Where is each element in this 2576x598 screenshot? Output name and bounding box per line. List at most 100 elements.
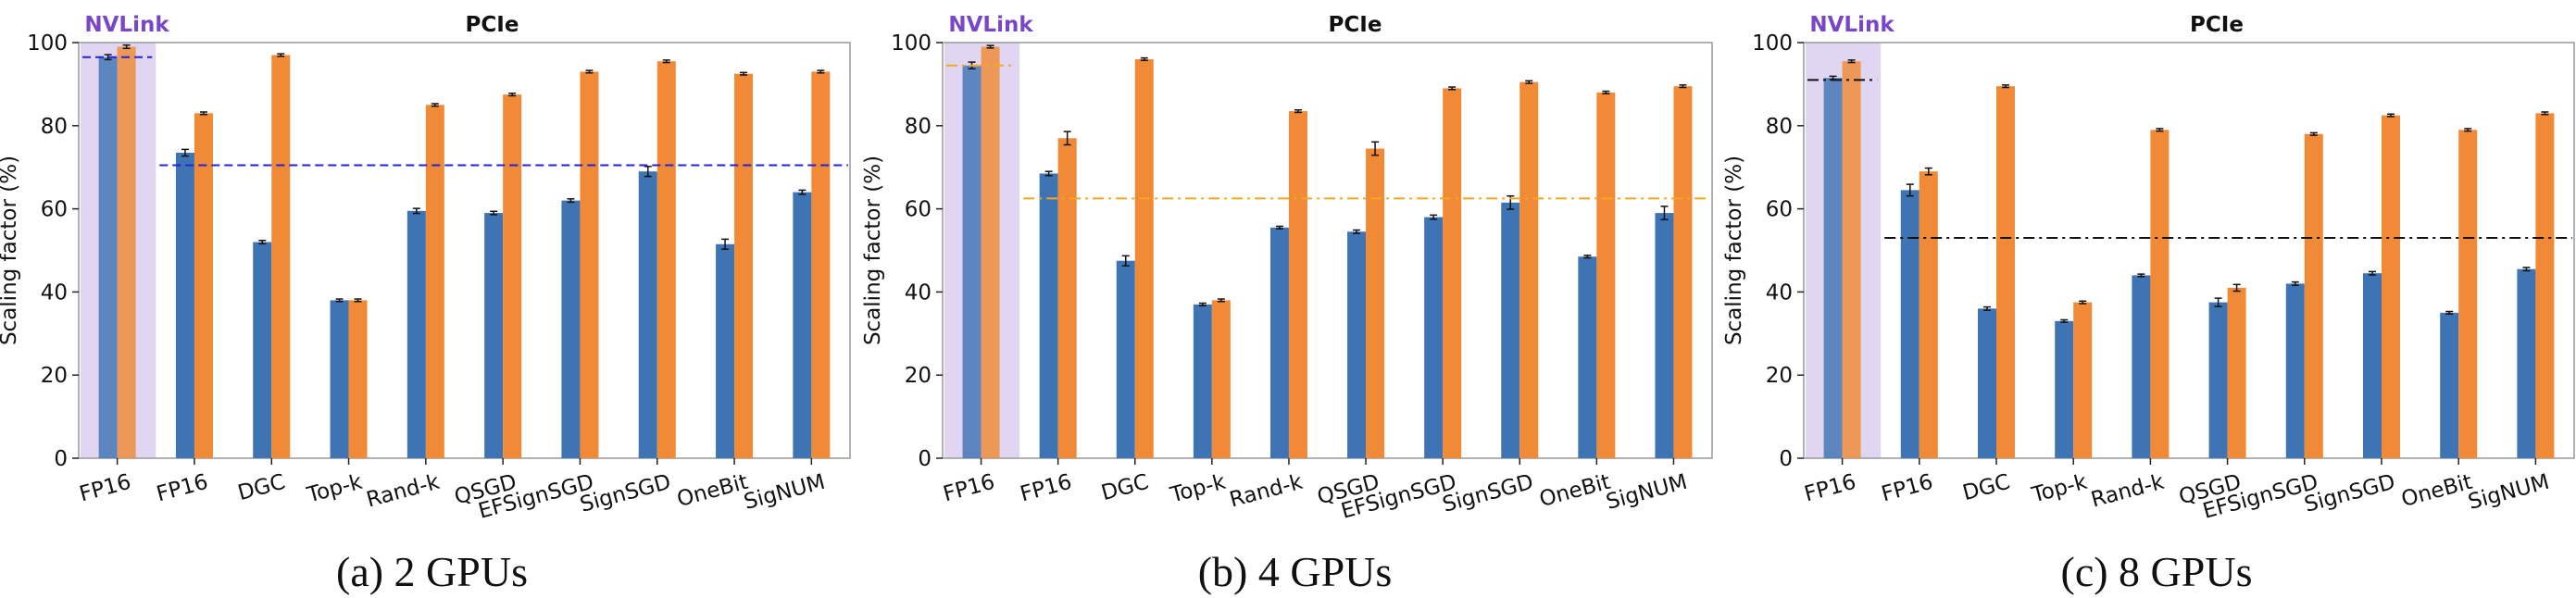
subfigure-caption: (c) 8 GPUs [2061, 548, 2253, 595]
x-tick-label: FP16 [941, 470, 997, 507]
y-tick-label: 40 [905, 280, 932, 305]
bar-series-1 [406, 210, 426, 458]
bar-series-1 [1501, 202, 1520, 459]
bar-series-2 [117, 46, 136, 459]
chart-panel-3: 0 20 40 60 80 100 Scaling factor (%) NVLink PCIe… [1722, 13, 2575, 595]
y-tick-label: 60 [41, 198, 68, 222]
x-tick-label: SigNUM [2466, 470, 2552, 515]
bar-series-2 [194, 113, 213, 458]
bar-series-1 [1116, 260, 1135, 458]
plot-frame [1803, 42, 2575, 459]
bar-series-2 [1596, 92, 1616, 458]
pcie-label: PCIe [466, 13, 519, 37]
bar-series-2 [348, 300, 368, 458]
x-tick-label: Top-k [2029, 470, 2091, 508]
bar-series-2 [2535, 113, 2555, 458]
y-tick-label: 80 [1766, 115, 1793, 139]
bar-series-2 [2227, 287, 2246, 458]
bar-series-2 [1996, 86, 2015, 459]
bar-series-1 [716, 243, 735, 458]
y-axis-label: Scaling factor (%) [0, 156, 21, 345]
bar-series-1 [1269, 227, 1289, 458]
bar-series-2 [2150, 130, 2170, 459]
bar-series-2 [657, 61, 676, 458]
y-tick-label: 20 [41, 364, 68, 388]
bar-series-1 [2440, 312, 2459, 458]
x-tick-label: OneBit [675, 470, 751, 512]
bar-series-1 [330, 300, 349, 458]
bar-series-1 [793, 192, 812, 458]
x-tick-label: Rand-k [1227, 470, 1306, 513]
bar-series-1 [1193, 304, 1212, 458]
x-tick-label: OneBit [1537, 470, 1613, 512]
bar-series-1 [2208, 302, 2228, 458]
plot-frame [78, 42, 851, 459]
x-tick-label: FP16 [1802, 470, 1858, 507]
y-tick-label: 40 [1766, 280, 1793, 305]
bar-series-2 [1443, 88, 1462, 458]
x-tick-label: SigNUM [742, 470, 828, 515]
bar-series-1 [253, 242, 272, 458]
bar-series-2 [1134, 58, 1154, 459]
bar-series-1 [2363, 273, 2382, 458]
nvlink-label: NVLink [84, 13, 169, 37]
y-tick-label: 20 [905, 364, 932, 388]
x-tick-label: FP16 [77, 470, 133, 507]
y-tick-label: 100 [1752, 31, 1793, 56]
bar-series-2 [1288, 111, 1307, 459]
bar-series-1 [175, 152, 194, 459]
y-tick-label: 80 [905, 115, 932, 139]
bar-series-1 [561, 200, 581, 458]
x-tick-label: Rand-k [2089, 470, 2168, 513]
bar-series-1 [638, 171, 657, 458]
bar-series-1 [1978, 308, 1996, 458]
bar-series-2 [1842, 61, 1861, 458]
y-tick-label: 0 [1779, 447, 1793, 471]
bar-series-1 [2055, 320, 2074, 458]
bar-series-1 [962, 65, 982, 458]
bar-series-1 [2132, 275, 2151, 458]
subfigure-caption: (a) 2 GPUs [336, 548, 528, 595]
y-tick-label: 40 [41, 280, 68, 305]
bar-series-1 [1424, 217, 1444, 458]
bar-series-1 [2517, 268, 2536, 458]
x-tick-label: FP16 [1018, 470, 1074, 507]
y-tick-label: 20 [1766, 364, 1793, 388]
bar-series-1 [1655, 213, 1674, 458]
bar-series-2 [271, 55, 291, 458]
bar-series-2 [1919, 171, 1938, 458]
y-tick-label: 80 [41, 115, 68, 139]
x-tick-label: DGC [235, 470, 288, 505]
y-axis-label: Scaling factor (%) [861, 156, 885, 345]
bar-series-2 [580, 71, 599, 459]
bar-series-2 [503, 94, 522, 458]
bar-series-2 [1057, 138, 1077, 458]
bar-series-2 [2458, 130, 2478, 459]
bar-series-1 [1039, 173, 1058, 458]
bar-series-1 [1578, 256, 1597, 458]
bar-series-2 [425, 105, 444, 458]
bar-series-2 [811, 71, 831, 459]
x-tick-label: DGC [1099, 470, 1152, 505]
bar-series-1 [2285, 283, 2305, 458]
bar-series-2 [1211, 300, 1231, 458]
bar-series-1 [484, 213, 504, 458]
x-tick-label: SigNUM [1604, 470, 1690, 515]
pcie-label: PCIe [1329, 13, 1382, 37]
nvlink-label: NVLink [948, 13, 1033, 37]
bar-series-2 [2073, 302, 2093, 458]
bar-series-1 [1900, 190, 1919, 458]
y-tick-label: 0 [54, 447, 68, 471]
plot-frame [942, 42, 1713, 459]
y-tick-label: 100 [891, 31, 932, 56]
bar-series-2 [1366, 148, 1385, 458]
bar-series-1 [1347, 231, 1367, 458]
chart-panel-2: 0 20 40 60 80 100 Scaling factor (%) NVLink PCIe… [861, 13, 1713, 595]
y-tick-label: 60 [905, 198, 932, 222]
bar-series-2 [2382, 115, 2400, 458]
y-tick-label: 0 [918, 447, 932, 471]
nvlink-label: NVLink [1809, 13, 1894, 37]
x-tick-label: OneBit [2399, 470, 2475, 512]
x-tick-label: FP16 [154, 470, 210, 507]
